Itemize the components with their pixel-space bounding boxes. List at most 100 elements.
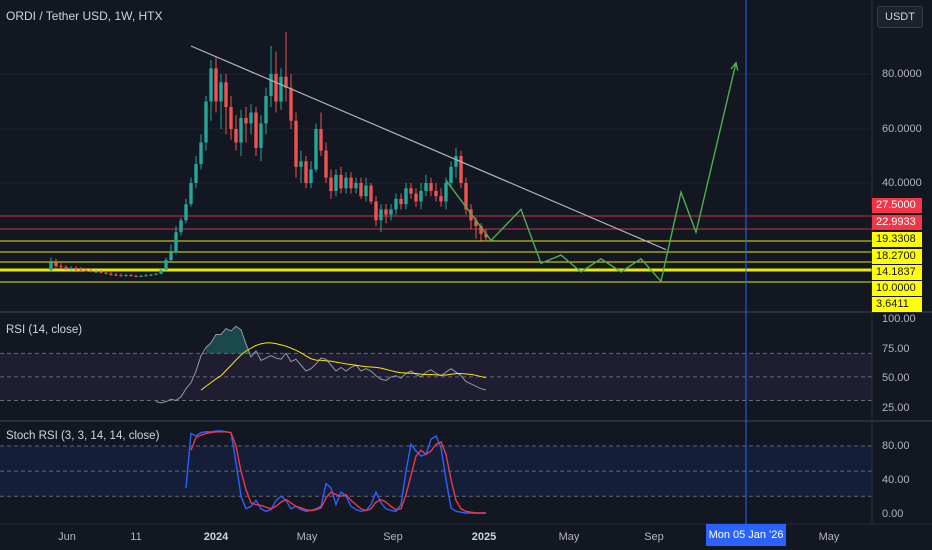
- candle-body: [179, 220, 183, 233]
- cursor-date-label: Mon 05 Jan '26: [706, 524, 786, 546]
- candle-body: [309, 169, 313, 183]
- chart-title: ORDI / Tether USD, 1W, HTX: [6, 9, 163, 23]
- currency-button[interactable]: USDT: [877, 6, 923, 28]
- stoch-tick: 80.00: [882, 440, 910, 452]
- candle-body: [399, 198, 403, 205]
- candle-body: [364, 185, 368, 197]
- candle-body: [334, 174, 338, 191]
- candle-body: [474, 220, 478, 227]
- candle-body: [214, 68, 218, 102]
- candle-body: [414, 193, 418, 202]
- time-tick: May: [558, 531, 580, 543]
- candle-body: [219, 82, 223, 102]
- candle-body: [444, 183, 448, 202]
- trendline-segment: [190, 45, 667, 251]
- candle-body: [304, 161, 308, 183]
- price-grid: [0, 73, 872, 184]
- candle-body: [94, 271, 98, 273]
- candle-body: [289, 87, 293, 121]
- candle-body: [209, 68, 213, 102]
- candle-body: [79, 269, 83, 271]
- time-tick: 2024: [203, 531, 229, 543]
- candle-body: [484, 233, 488, 238]
- candle-body: [394, 198, 398, 210]
- price-tag: 22.9933: [872, 215, 922, 230]
- candle-body: [264, 96, 268, 124]
- candle-body: [189, 183, 193, 205]
- rsi-tick: 50.00: [882, 372, 910, 384]
- level-lines: [0, 215, 872, 283]
- time-tick: Jun: [58, 531, 76, 543]
- projection-arrowhead: [730, 61, 739, 71]
- candle-body: [124, 275, 128, 277]
- candle-body: [89, 270, 93, 272]
- candle-body: [224, 82, 228, 107]
- candles: [49, 32, 488, 278]
- candle-body: [314, 129, 318, 170]
- candle-body: [84, 270, 88, 272]
- stoch-k-line: [185, 430, 486, 514]
- candle-body: [369, 185, 373, 202]
- rsi-pane: [0, 325, 872, 404]
- stoch-tick: 40.00: [882, 474, 910, 486]
- candle-body: [49, 262, 53, 270]
- candle-body: [344, 177, 348, 189]
- candle-body: [119, 275, 123, 277]
- candle-body: [439, 196, 443, 202]
- candle-body: [274, 74, 278, 102]
- projection-path: [445, 61, 739, 283]
- candle-body: [199, 142, 203, 165]
- candle-body: [464, 183, 468, 210]
- price-tag: 19.3308: [872, 232, 922, 247]
- time-tick: May: [296, 531, 318, 543]
- price-tag: 18.2700: [872, 249, 922, 264]
- candle-body: [149, 274, 153, 276]
- price-tick: 60.0000: [882, 123, 922, 135]
- candle-body: [164, 260, 168, 270]
- time-tick: May: [818, 531, 840, 543]
- candle-body: [479, 226, 483, 234]
- candle-body: [204, 101, 208, 143]
- candle-body: [294, 120, 298, 167]
- candle-body: [99, 271, 103, 273]
- price-tag: 14.1837: [872, 265, 922, 280]
- candle-body: [449, 166, 453, 183]
- candle-body: [134, 276, 138, 278]
- candle-body: [184, 204, 188, 221]
- candle-body: [454, 156, 458, 167]
- candle-body: [259, 123, 263, 148]
- candle-body: [409, 188, 413, 194]
- rsi-tick: 25.00: [882, 402, 910, 414]
- price-tag: 3.6411: [872, 297, 922, 312]
- candle-body: [434, 190, 438, 197]
- candle-body: [459, 156, 463, 183]
- candle-body: [239, 118, 243, 143]
- stoch-rsi-pane-label: Stoch RSI (3, 3, 14, 14, close): [6, 430, 160, 442]
- candle-body: [379, 209, 383, 221]
- candle-body: [269, 74, 273, 96]
- candle-body: [384, 209, 388, 215]
- rsi-ma-line: [200, 342, 487, 391]
- projection-line: [445, 62, 737, 283]
- candle-body: [359, 183, 363, 197]
- candle-body: [319, 129, 323, 151]
- candle-body: [174, 232, 178, 253]
- time-tick: Sep: [644, 531, 664, 543]
- candle-body: [74, 268, 78, 270]
- time-tick: 11: [130, 531, 142, 543]
- candle-body: [54, 262, 58, 267]
- candle-body: [234, 129, 238, 143]
- candle-body: [194, 164, 198, 183]
- price-tag: 10.0000: [872, 281, 922, 296]
- candle-body: [419, 190, 423, 202]
- candle-body: [139, 275, 143, 277]
- price-tag: 27.5000: [872, 198, 922, 213]
- candle-body: [159, 270, 163, 274]
- candle-body: [429, 183, 433, 191]
- rsi-line: [155, 325, 487, 404]
- pane-separators: [0, 0, 932, 525]
- price-tick: 40.0000: [882, 177, 922, 189]
- candle-body: [244, 118, 248, 124]
- candle-body: [284, 76, 288, 88]
